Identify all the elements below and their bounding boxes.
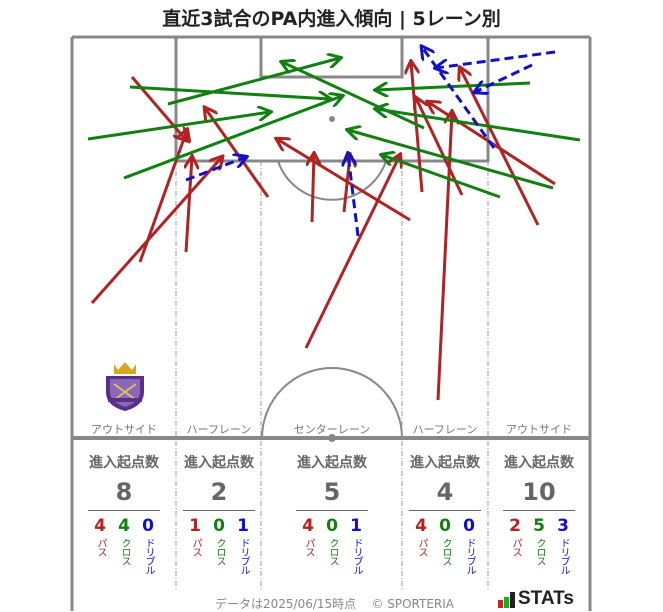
pass-count: 4	[94, 516, 106, 536]
lane-label-outside-left: アウトサイド	[91, 423, 157, 436]
stats-header: 進入起点数	[504, 455, 574, 471]
divider	[88, 510, 160, 511]
lane-label-halfspace-right: ハーフレーン	[412, 423, 478, 436]
data-date-note: データは2025/06/15時点	[215, 597, 357, 611]
pass-label: パス	[303, 538, 314, 556]
cross-count: 0	[439, 516, 451, 536]
chart-title: 直近3試合のPA内進入傾向 | 5レーン別	[162, 8, 501, 30]
stats-header: 進入起点数	[89, 455, 159, 471]
cross-label: クロス	[327, 538, 338, 565]
team-crest-icon	[106, 362, 144, 411]
center-circle	[261, 367, 403, 439]
pitch-lines	[70, 35, 592, 611]
pass-count: 4	[415, 516, 427, 536]
dribble-label: ドリブル	[143, 538, 154, 574]
stats-header: 進入起点数	[410, 455, 480, 471]
pass-count: 2	[509, 516, 521, 536]
stats-brand-logo: STATs	[498, 588, 574, 609]
lane-stats-halfspace-right: 進入起点数 4 4 パス 0 クロス 0 ドリブル	[404, 452, 486, 574]
divider	[409, 510, 481, 511]
lane-dividers	[175, 161, 489, 590]
copyright: © SPORTERIA	[371, 597, 455, 611]
lane-stats-center: 進入起点数 5 4 パス 0 クロス 1 ドリブル	[263, 452, 401, 574]
lane-label-center: センターレーン	[293, 423, 371, 436]
cross-label: クロス	[440, 538, 451, 565]
dribble-arrows	[185, 47, 556, 237]
lane-stats-outside-right: 進入起点数 10 2 パス 5 クロス 3 ドリブル	[490, 452, 588, 574]
cross-count: 0	[326, 516, 338, 536]
lane-stats-halfspace-left: 進入起点数 2 1 パス 0 クロス 1 ドリブル	[178, 452, 260, 574]
lane-label-halfspace-left: ハーフレーン	[186, 423, 252, 436]
stats-header: 進入起点数	[184, 455, 254, 471]
stats-total: 2	[210, 478, 228, 506]
penalty-arc	[277, 160, 387, 201]
center-spot	[328, 434, 336, 442]
pass-label: パス	[190, 538, 201, 556]
dribble-count: 1	[237, 516, 249, 536]
brand-name: STATs	[518, 588, 574, 609]
bar-chart-icon	[498, 592, 515, 608]
dribble-count: 0	[142, 516, 154, 536]
divider	[296, 510, 368, 511]
stats-total: 8	[115, 478, 133, 506]
pass-label: パス	[95, 538, 106, 556]
pass-arrows	[90, 62, 556, 401]
stats-total: 4	[436, 478, 454, 506]
lane-stats-outside-left: 進入起点数 8 4 パス 4 クロス 0 ドリブル	[74, 452, 174, 574]
pass-label: パス	[416, 538, 427, 556]
dribble-count: 3	[557, 516, 569, 536]
dribble-label: ドリブル	[464, 538, 475, 574]
cross-count: 5	[533, 516, 545, 536]
cross-count: 4	[118, 516, 130, 536]
penalty-spot	[329, 116, 335, 122]
cross-label: クロス	[534, 538, 545, 565]
cross-label: クロス	[214, 538, 225, 565]
dribble-count: 0	[463, 516, 475, 536]
cross-count: 0	[213, 516, 225, 536]
footer-note: データは2025/06/15時点 © SPORTERIA	[215, 595, 454, 612]
dribble-label: ドリブル	[238, 538, 249, 574]
dribble-label: ドリブル	[558, 538, 569, 574]
divider	[183, 510, 255, 511]
cross-arrows	[87, 58, 581, 199]
dribble-label: ドリブル	[351, 538, 362, 574]
pass-count: 1	[189, 516, 201, 536]
cross-label: クロス	[119, 538, 130, 565]
divider	[503, 510, 575, 511]
stats-total: 5	[323, 478, 341, 506]
stats-total: 10	[522, 478, 556, 506]
lane-label-outside-right: アウトサイド	[506, 423, 572, 436]
pass-label: パス	[510, 538, 521, 556]
pass-count: 4	[302, 516, 314, 536]
dribble-count: 1	[350, 516, 362, 536]
stats-header: 進入起点数	[297, 455, 367, 471]
